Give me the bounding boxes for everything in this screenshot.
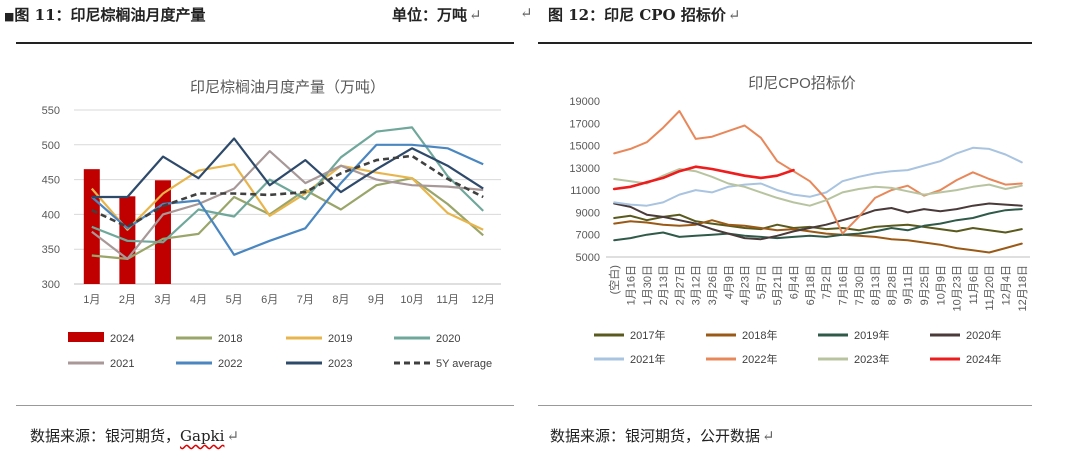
x-tick-label: 8月13日 [870,265,882,305]
left-figure-unit: 单位：万吨 ↵ [392,6,482,24]
y-tick-label: 550 [42,105,60,117]
left-figure-caption: ■图 11：印尼棕榈油月度产量 [4,6,206,24]
y-tick-label: 15000 [569,141,600,153]
x-tick-label: 7月2日 [821,265,833,299]
x-tick-label: 1月 [83,294,100,306]
right-figure-caption: 图 12：印尼 CPO 招标价 ↵ [548,6,741,24]
x-tick-label: 5月 [226,294,243,306]
legend-label-2024: 2024 [110,333,134,345]
x-tick-label: 1月30日 [642,265,654,305]
chart-title: 印尼CPO招标价 [748,75,856,92]
series-line-5y-average [91,154,484,229]
left-caption-rule [16,42,514,44]
x-tick-label: 12月18日 [1017,265,1029,311]
x-tick-label: 7月 [297,294,314,306]
y-tick-label: 11000 [570,185,600,197]
legend-label-2023年: 2023年 [854,352,889,366]
y-tick-label: 400 [42,209,60,221]
series-line-2020 [91,126,484,244]
x-tick-label: 12月4日 [1001,265,1013,305]
legend-label-2022年: 2022年 [742,352,777,366]
x-tick-label: 11月20日 [984,265,996,311]
y-tick-label: 13000 [569,163,600,175]
legend-label-5y-average: 5Y average [436,358,492,370]
left-figure-source: 数据来源：银河期货，Gapki ↵ [30,427,240,445]
series-line-2021 [91,149,484,260]
legend-label-2020: 2020 [436,333,460,345]
legend-label-2021年: 2021年 [630,352,665,366]
x-tick-label: 8月28日 [886,265,898,305]
x-tick-label: 8月 [332,294,349,306]
x-tick-label: 11月 [436,294,458,306]
legend-label-2017年: 2017年 [630,328,665,342]
series-line-2019 [90,163,484,231]
y-tick-label: 19000 [569,96,600,108]
x-tick-label: 12月 [472,294,495,306]
legend-label-2018: 2018 [218,333,242,345]
legend-label-2024年: 2024年 [966,352,1001,366]
x-tick-label: 2月 [119,294,136,306]
series-line-2018年 [613,219,1023,254]
x-tick-label: 5月7日 [756,265,768,299]
legend-label-2019: 2019 [328,333,352,345]
bar-2024 [83,169,100,284]
right-caption-mark: ↵ [520,4,533,22]
bar-2024 [154,180,171,284]
series-line-2024年 [612,165,795,191]
series-line-2017年 [613,213,1023,234]
x-tick-label: 4月9日 [723,265,735,299]
legend-label-2018年: 2018年 [742,328,777,342]
x-tick-label: 10月23日 [952,265,964,311]
y-tick-label: 450 [42,175,60,187]
x-tick-label: 5月21日 [772,265,784,305]
legend-label-2023: 2023 [328,358,352,370]
legend-label-2021: 2021 [110,358,134,370]
right-source-rule [538,405,1032,406]
left-source-rule [16,405,514,406]
y-tick-label: 300 [42,279,60,291]
x-tick-label: (空白) [607,265,621,294]
series-line-2023 [91,137,484,199]
y-tick-label: 17000 [569,118,600,130]
x-tick-label: 2月27日 [674,265,686,305]
legend-swatch-2024 [68,332,104,342]
y-tick-label: 7000 [576,230,600,242]
x-tick-label: 3月26日 [707,265,719,305]
x-tick-label: 2月13日 [658,265,670,305]
right-caption-rule [538,42,1032,44]
x-tick-label: 1月16日 [626,265,638,305]
y-tick-label: 9000 [576,207,600,219]
x-tick-label: 10月 [400,294,423,306]
y-tick-label: 5000 [576,252,600,264]
chart-title: 印尼棕榈油月度产量（万吨） [190,79,385,96]
legend-label-2019年: 2019年 [854,328,889,342]
x-tick-label: 10月9日 [935,265,947,305]
x-tick-label: 6月4日 [789,265,801,299]
x-tick-label: 3月12日 [691,265,703,305]
series-line-2023年 [613,168,1023,207]
right-chart: 印尼CPO招标价 5000 7000 9000 11000 13000 15000 17000… [569,75,1030,366]
x-tick-label: 7月30日 [854,265,866,305]
x-tick-label: 6月18日 [805,265,817,305]
x-tick-label: 9月11日 [903,265,915,305]
series-line-2020年 [613,202,1023,241]
x-tick-label: 4月 [190,294,207,306]
series-line-2022 [91,143,484,256]
series-line-2022年 [613,110,1023,235]
x-tick-label: 4月23日 [740,265,752,305]
x-tick-label: 11月6日 [968,265,980,305]
right-figure-source: 数据来源：银河期货，公开数据 ↵ [550,427,775,445]
series-line-2021年 [613,146,1023,207]
left-chart: 印尼棕榈油月度产量（万吨） 300 350 400 450 500 550 1月 2月 3月 4月 5… [42,79,501,370]
x-tick-label: 9月 [368,294,385,306]
y-tick-label: 350 [42,244,60,256]
y-tick-label: 500 [42,140,60,152]
series-line-2019年 [613,208,1023,242]
x-tick-label: 6月 [261,294,278,306]
legend-label-2020年: 2020年 [966,328,1001,342]
x-tick-label: 3月 [154,294,171,306]
x-tick-label: 9月25日 [919,265,931,305]
legend-label-2022: 2022 [218,358,242,370]
x-tick-label: 7月16日 [838,265,850,305]
